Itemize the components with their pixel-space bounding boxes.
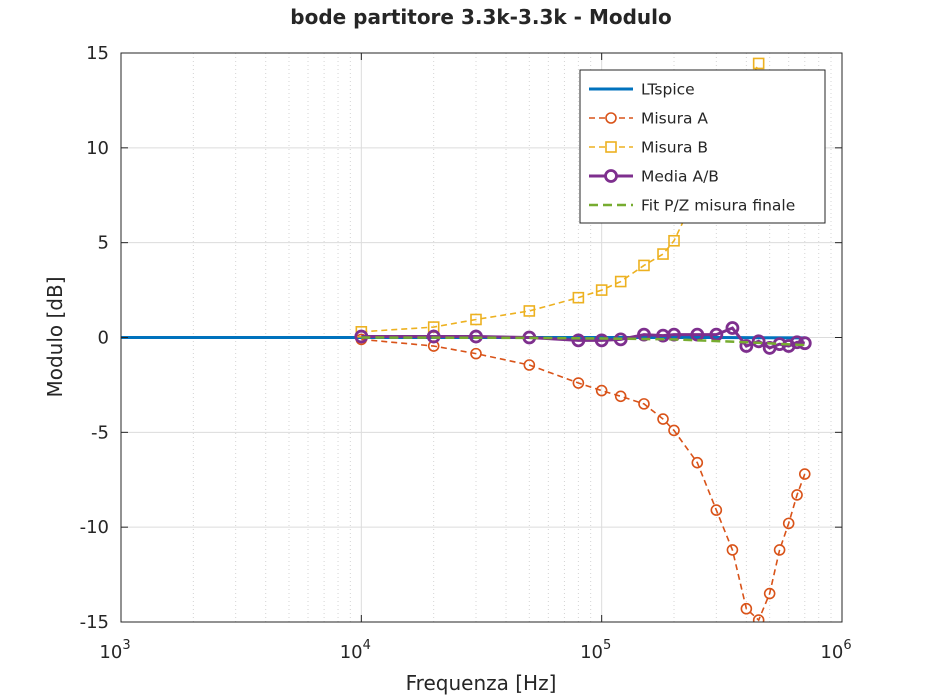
data-point	[571, 333, 586, 348]
x-tick-label: 103	[99, 638, 130, 663]
legend-label: Misura A	[641, 110, 708, 128]
data-point	[798, 468, 811, 480]
data-point	[594, 333, 609, 348]
data-point	[523, 305, 536, 317]
data-point	[572, 291, 585, 304]
y-tick-label: 10	[86, 138, 109, 159]
data-point	[773, 544, 786, 556]
legend-label: Fit P/Z misura finale	[641, 197, 795, 215]
data-point	[710, 504, 723, 516]
data-point	[782, 517, 795, 530]
series-line	[361, 336, 805, 347]
legend-label: Media A/B	[641, 168, 719, 186]
legend-marker	[604, 169, 618, 183]
data-point	[657, 248, 669, 260]
series-misura-a	[355, 333, 811, 622]
data-point	[726, 544, 739, 556]
series-misura-b	[355, 57, 765, 338]
y-axis-label: Modulo [dB]	[43, 276, 67, 397]
legend-label: Misura B	[641, 139, 708, 157]
legend-marker	[605, 141, 617, 153]
legend-entry: Fit P/Z misura finale	[589, 197, 795, 215]
data-point	[797, 336, 812, 351]
data-point	[614, 275, 627, 288]
legend-label: LTspice	[641, 81, 695, 99]
data-point	[657, 413, 669, 425]
data-point	[691, 456, 704, 469]
data-point	[790, 335, 804, 350]
y-tick-label: -5	[91, 422, 109, 443]
data-point	[751, 334, 766, 349]
legend: LTspice Misura A Misura B Media A/B Fit P/Z …	[579, 69, 826, 224]
series-line	[361, 338, 806, 622]
x-tick-label: 104	[340, 638, 371, 663]
legend-entry: LTspice	[589, 81, 695, 99]
y-tick-label: 0	[98, 328, 109, 349]
x-tick-label: 106	[820, 638, 851, 663]
y-tick-label: -10	[80, 517, 109, 538]
data-point	[791, 489, 803, 501]
data-point	[638, 398, 650, 410]
data-point	[595, 384, 608, 397]
x-axis-label: Frequenza [Hz]	[406, 671, 557, 695]
data-point	[668, 424, 680, 437]
x-tick-label: 105	[580, 638, 611, 663]
data-point	[752, 57, 765, 70]
data-point	[752, 614, 765, 622]
data-point	[739, 339, 754, 353]
data-point	[523, 359, 536, 371]
data-point	[690, 327, 705, 342]
legend-entry: Misura B	[589, 139, 708, 157]
data-point	[572, 377, 585, 389]
y-tick-label: -15	[80, 612, 109, 633]
data-point	[740, 602, 753, 615]
series-fit-p-z-misura-finale	[361, 336, 805, 347]
y-tick-label: 15	[86, 43, 109, 64]
y-tick-label: 5	[98, 233, 109, 254]
data-point	[725, 321, 740, 335]
legend-entry: Misura A	[589, 110, 708, 128]
data-point	[470, 347, 482, 360]
legend-entry: Media A/B	[589, 168, 719, 186]
data-point	[595, 284, 608, 296]
data-point	[638, 259, 650, 272]
legend-marker	[605, 112, 617, 124]
data-point	[470, 313, 482, 326]
data-point	[668, 234, 680, 247]
chart-title: bode partitore 3.3k-3.3k - Modulo	[290, 5, 671, 29]
series-layer	[121, 57, 812, 622]
data-point	[614, 390, 627, 403]
data-point	[763, 587, 776, 600]
